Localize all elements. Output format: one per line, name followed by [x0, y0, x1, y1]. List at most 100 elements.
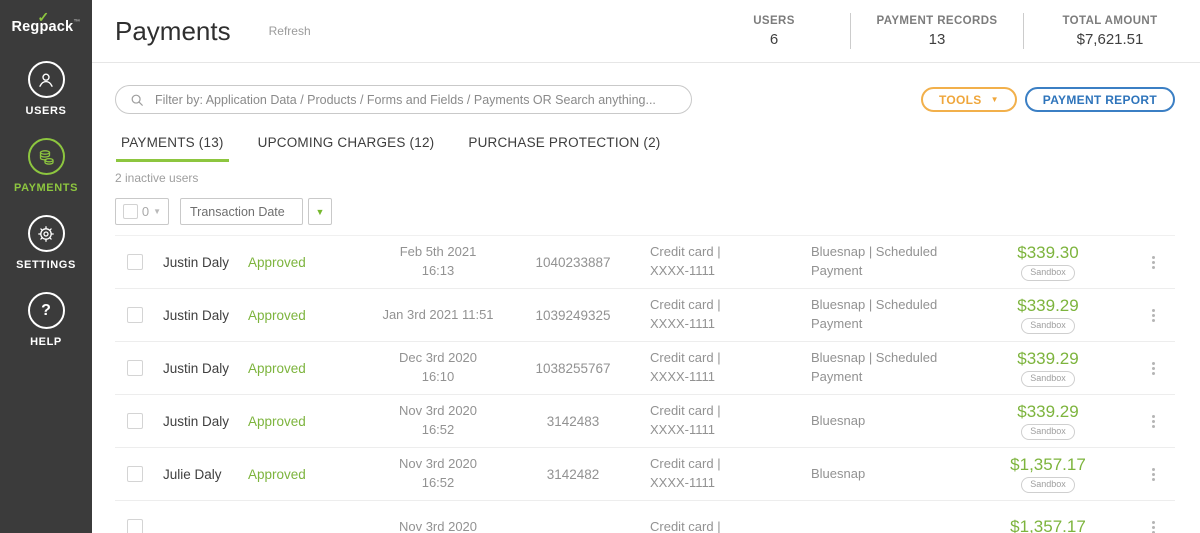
- sandbox-badge: Sandbox: [1021, 477, 1075, 493]
- sort-dropdown[interactable]: Transaction Date: [180, 198, 303, 225]
- stat-value: $7,621.51: [1076, 30, 1144, 48]
- payment-processor: Bluesnap | Scheduled Payment: [811, 297, 938, 331]
- stat-value: 13: [928, 30, 946, 48]
- table-row[interactable]: Justin Daly Approved Nov 3rd 2020 16:52 …: [115, 395, 1175, 448]
- payment-status: Approved: [248, 413, 306, 429]
- payment-processor: Bluesnap: [811, 465, 866, 481]
- search-bar: [115, 85, 692, 114]
- record-id: 1040233887: [535, 254, 611, 270]
- row-checkbox[interactable]: [127, 466, 143, 482]
- payment-amount: $339.29: [1017, 402, 1079, 422]
- stat-payment-records: PAYMENT RECORDS 13: [851, 15, 1023, 48]
- table-row[interactable]: Justin Daly Approved Dec 3rd 2020 16:10 …: [115, 342, 1175, 395]
- sort-direction-button[interactable]: ▼: [308, 198, 332, 225]
- payment-processor: Bluesnap | Scheduled Payment: [811, 244, 938, 278]
- tab-payments[interactable]: PAYMENTS (13): [116, 135, 229, 162]
- table-row[interactable]: Justin Daly Approved Feb 5th 2021 16:13 …: [115, 236, 1175, 289]
- record-id: 1039249325: [535, 307, 611, 323]
- content-area: TOOLS ▼ PAYMENT REPORT PAYMENTS (13) UPC…: [92, 63, 1200, 533]
- payment-amount: $339.30: [1017, 243, 1079, 263]
- payment-status: Approved: [248, 360, 306, 376]
- regpack-logo: ✓ Regpack™: [11, 9, 81, 35]
- user-icon: [27, 61, 65, 98]
- payer-name: Justin Daly: [163, 307, 230, 323]
- sandbox-badge: Sandbox: [1021, 371, 1075, 387]
- chevron-down-icon: ▼: [315, 206, 325, 217]
- transaction-date: Nov 3rd 2020 16:52: [398, 456, 478, 490]
- toolbar-buttons: TOOLS ▼ PAYMENT REPORT: [920, 87, 1175, 112]
- table-row[interactable]: Justin Daly Approved Jan 3rd 2021 11:51 …: [115, 289, 1175, 342]
- payer-name: Julie Daly: [163, 466, 222, 482]
- stat-label: PAYMENT RECORDS: [876, 14, 998, 27]
- payment-report-button[interactable]: PAYMENT REPORT: [1024, 87, 1175, 112]
- transaction-date: Feb 5th 2021 16:13: [399, 244, 477, 278]
- transaction-date: Jan 3rd 2021 11:51: [382, 306, 494, 322]
- sidebar-item-users[interactable]: USERS: [26, 61, 67, 117]
- sort-dropdown-value: Transaction Date: [190, 204, 285, 219]
- row-checkbox[interactable]: [127, 307, 143, 323]
- tabs-row: PAYMENTS (13) UPCOMING CHARGES (12) PURC…: [115, 135, 1175, 162]
- sidebar-item-payments[interactable]: PAYMENTS: [14, 138, 78, 194]
- row-checkbox[interactable]: [127, 519, 143, 533]
- payment-method: Credit card |: [650, 518, 721, 533]
- tools-button[interactable]: TOOLS ▼: [920, 87, 1017, 112]
- gear-icon: [27, 215, 65, 252]
- sidebar-item-label: USERS: [25, 105, 67, 117]
- row-checkbox[interactable]: [127, 413, 143, 429]
- payer-name: Justin Daly: [163, 413, 230, 429]
- payment-method: Credit card | XXXX-1111: [650, 244, 721, 278]
- tab-upcoming-charges[interactable]: UPCOMING CHARGES (12): [257, 135, 435, 150]
- payment-status: Approved: [248, 254, 306, 270]
- selection-count-value: 0: [141, 204, 150, 219]
- inactive-users-note: 2 inactive users: [115, 171, 199, 185]
- select-all-checkbox[interactable]: [123, 204, 138, 219]
- sidebar-item-help[interactable]: ? HELP: [27, 292, 65, 348]
- payment-report-button-label: PAYMENT REPORT: [1042, 92, 1157, 107]
- logo-check-icon: ✓: [37, 9, 50, 25]
- stat-divider: [850, 13, 851, 49]
- row-menu-kebab-icon[interactable]: [1148, 411, 1159, 432]
- stat-label: USERS: [753, 14, 795, 27]
- sandbox-badge: Sandbox: [1021, 424, 1075, 440]
- payment-status: Approved: [248, 466, 306, 482]
- search-input[interactable]: [155, 92, 677, 107]
- row-menu-kebab-icon[interactable]: [1148, 464, 1159, 485]
- refresh-link[interactable]: Refresh: [268, 24, 311, 38]
- row-menu-kebab-icon[interactable]: [1148, 358, 1159, 379]
- payment-amount: $339.29: [1017, 296, 1079, 316]
- filter-row: 0 ▼ Transaction Date ▼: [115, 198, 1175, 225]
- logo-text: Regpack: [11, 19, 74, 35]
- main-panel: Payments Refresh USERS 6 PAYMENT RECORDS…: [92, 0, 1200, 533]
- payment-method: Credit card | XXXX-1111: [650, 403, 721, 437]
- sandbox-badge: Sandbox: [1021, 265, 1075, 281]
- sidebar-item-label: SETTINGS: [16, 259, 76, 271]
- row-checkbox[interactable]: [127, 360, 143, 376]
- tools-button-label: TOOLS: [938, 92, 982, 107]
- row-menu-kebab-icon[interactable]: [1148, 517, 1159, 533]
- payment-method: Credit card | XXXX-1111: [650, 297, 721, 331]
- table-row[interactable]: Julie Daly Approved Nov 3rd 2020 16:52 3…: [115, 448, 1175, 501]
- record-id: 3142483: [546, 413, 600, 429]
- payment-method: Credit card | XXXX-1111: [650, 350, 721, 384]
- sidebar-nav: USERS PAYMENTS: [14, 61, 78, 369]
- payment-amount: $339.29: [1017, 349, 1079, 369]
- payment-amount: $1,357.17: [1010, 517, 1086, 533]
- table-row-partial[interactable]: Nov 3rd 2020 Credit card | $1,357.17: [115, 501, 1175, 533]
- transaction-date: Nov 3rd 2020: [398, 518, 478, 533]
- record-id: 1038255767: [535, 360, 611, 376]
- trademark-mark: ™: [73, 19, 81, 26]
- sidebar-item-settings[interactable]: SETTINGS: [16, 215, 76, 271]
- payment-processor: Bluesnap: [811, 412, 866, 428]
- selection-count-dropdown[interactable]: 0 ▼: [115, 198, 169, 225]
- page-title: Payments: [115, 15, 231, 46]
- row-menu-kebab-icon[interactable]: [1148, 305, 1159, 326]
- coins-icon: [27, 138, 65, 175]
- stat-total-amount: TOTAL AMOUNT $7,621.51: [1024, 15, 1196, 48]
- payment-amount: $1,357.17: [1010, 455, 1086, 475]
- tab-purchase-protection[interactable]: PURCHASE PROTECTION (2): [468, 135, 661, 150]
- row-menu-kebab-icon[interactable]: [1148, 252, 1159, 273]
- transaction-date: Nov 3rd 2020 16:52: [398, 403, 478, 437]
- payment-method: Credit card | XXXX-1111: [650, 456, 721, 490]
- row-checkbox[interactable]: [127, 254, 143, 270]
